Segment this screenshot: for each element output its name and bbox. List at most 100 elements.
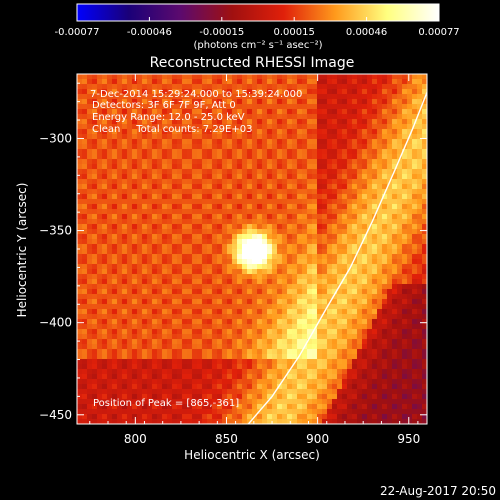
heatmap-cell (252, 399, 258, 405)
heatmap-cell (417, 144, 423, 150)
heatmap-cell (217, 139, 223, 145)
heatmap-cell (97, 349, 103, 355)
heatmap-cell (282, 284, 288, 290)
heatmap-cell (127, 244, 133, 250)
heatmap-cell (147, 349, 153, 355)
heatmap-cell (392, 129, 398, 135)
heatmap-cell (252, 139, 258, 145)
heatmap-cell (147, 144, 153, 150)
heatmap-cell (292, 204, 298, 210)
heatmap-cell (77, 324, 83, 330)
heatmap-cell (412, 359, 418, 365)
heatmap-cell (302, 289, 308, 295)
heatmap-cell (137, 129, 143, 135)
heatmap-cell (382, 84, 388, 90)
heatmap-cell (267, 179, 273, 185)
heatmap-cell (362, 269, 368, 275)
heatmap-cell (157, 279, 163, 285)
heatmap-cell (327, 354, 333, 360)
heatmap-cell (322, 414, 328, 420)
heatmap-cell (132, 364, 138, 370)
heatmap-cell (132, 129, 138, 135)
heatmap-cell (317, 159, 323, 165)
heatmap-cell (277, 394, 283, 400)
heatmap-cell (327, 189, 333, 195)
heatmap-cell (292, 239, 298, 245)
heatmap-cell (132, 339, 138, 345)
heatmap-cell (107, 104, 113, 110)
heatmap-cell (162, 329, 168, 335)
heatmap-cell (207, 214, 213, 220)
heatmap-cell (422, 149, 427, 155)
heatmap-cell (357, 329, 363, 335)
heatmap-cell (267, 209, 273, 215)
heatmap-cell (362, 104, 368, 110)
heatmap-cell (322, 304, 328, 310)
heatmap-cell (322, 239, 328, 245)
heatmap-cell (417, 239, 423, 245)
heatmap-cell (262, 164, 268, 170)
heatmap-cell (82, 394, 88, 400)
heatmap-cell (102, 119, 108, 125)
heatmap-cell (172, 249, 178, 255)
x-tick-label: 850 (215, 432, 238, 446)
heatmap-cell (177, 259, 183, 265)
heatmap-cell (152, 419, 158, 424)
heatmap-cell (347, 239, 353, 245)
heatmap-cell (132, 114, 138, 120)
heatmap-cell (262, 324, 268, 330)
heatmap-cell (357, 114, 363, 120)
heatmap-cell (267, 319, 273, 325)
heatmap-cell (392, 279, 398, 285)
heatmap-cell (352, 194, 358, 200)
heatmap-cell (117, 379, 123, 385)
heatmap-cell (222, 229, 228, 235)
heatmap-cell (172, 189, 178, 195)
heatmap-cell (187, 384, 193, 390)
heatmap-cell (272, 344, 278, 350)
heatmap-cell (307, 219, 313, 225)
heatmap-cell (257, 379, 263, 385)
heatmap-cell (317, 394, 323, 400)
heatmap-cell (177, 124, 183, 130)
heatmap-cell (322, 334, 328, 340)
heatmap-cell (277, 219, 283, 225)
heatmap-cell (277, 239, 283, 245)
heatmap-cell (77, 94, 83, 100)
heatmap-cell (137, 164, 143, 170)
heatmap-cell (112, 264, 118, 270)
heatmap-cell (412, 239, 418, 245)
heatmap-cell (222, 194, 228, 200)
heatmap-cell (377, 174, 383, 180)
heatmap-cell (197, 314, 203, 320)
heatmap-cell (112, 364, 118, 370)
heatmap-cell (417, 324, 423, 330)
heatmap-cell (357, 339, 363, 345)
heatmap-cell (407, 384, 413, 390)
heatmap-cell (327, 264, 333, 270)
heatmap-cell (97, 84, 103, 90)
heatmap-cell (227, 139, 233, 145)
heatmap-cell (152, 379, 158, 385)
heatmap-cell (332, 199, 338, 205)
heatmap-cell (337, 124, 343, 130)
heatmap-cell (422, 339, 427, 345)
heatmap-cell (322, 169, 328, 175)
heatmap-cell (202, 389, 208, 395)
heatmap-cell (412, 374, 418, 380)
heatmap-cell (247, 174, 253, 180)
heatmap-cell (82, 244, 88, 250)
heatmap-cell (302, 319, 308, 325)
heatmap-cell (242, 409, 248, 415)
heatmap-cell (367, 99, 373, 105)
heatmap-cell (287, 374, 293, 380)
heatmap-cell (287, 369, 293, 375)
heatmap-cell (177, 379, 183, 385)
heatmap-cell (187, 309, 193, 315)
heatmap-cell (157, 174, 163, 180)
heatmap-cell (127, 364, 133, 370)
heatmap-cell (292, 399, 298, 405)
heatmap-cell (337, 364, 343, 370)
heatmap-cell (122, 339, 128, 345)
heatmap-cell (322, 204, 328, 210)
